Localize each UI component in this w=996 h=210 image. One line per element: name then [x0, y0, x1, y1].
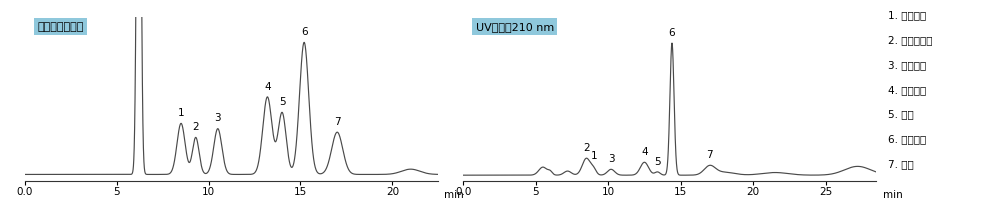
Text: 6. フマル酸: 6. フマル酸 [888, 134, 926, 144]
Text: min: min [882, 190, 902, 200]
Text: 4. こはく酸: 4. こはく酸 [888, 85, 926, 95]
Text: 3: 3 [608, 154, 615, 164]
Text: 1: 1 [177, 108, 184, 118]
Text: 1. くえん酸: 1. くえん酸 [888, 10, 926, 21]
Text: 5. 乳酸: 5. 乳酸 [888, 110, 914, 120]
Text: UV検出、210 nm: UV検出、210 nm [475, 22, 554, 32]
Text: 5: 5 [279, 97, 286, 107]
Text: 7. 酢酸: 7. 酢酸 [888, 159, 914, 169]
Text: 電気伝導度検出: 電気伝導度検出 [37, 22, 84, 32]
Text: 3. りんご酸: 3. りんご酸 [888, 60, 926, 70]
Text: 4: 4 [641, 147, 647, 157]
Text: 6: 6 [301, 27, 308, 37]
Text: 7: 7 [706, 150, 713, 160]
Text: 2. ピルビン酸: 2. ピルビン酸 [888, 35, 933, 45]
Text: 5: 5 [654, 157, 660, 167]
Text: min: min [444, 190, 464, 200]
Text: 7: 7 [334, 117, 341, 127]
Text: 6: 6 [668, 28, 675, 38]
Text: 4: 4 [264, 81, 271, 92]
Text: 1: 1 [591, 151, 597, 161]
Text: 2: 2 [583, 143, 590, 153]
Text: 2: 2 [192, 122, 199, 132]
Text: 3: 3 [214, 113, 221, 123]
